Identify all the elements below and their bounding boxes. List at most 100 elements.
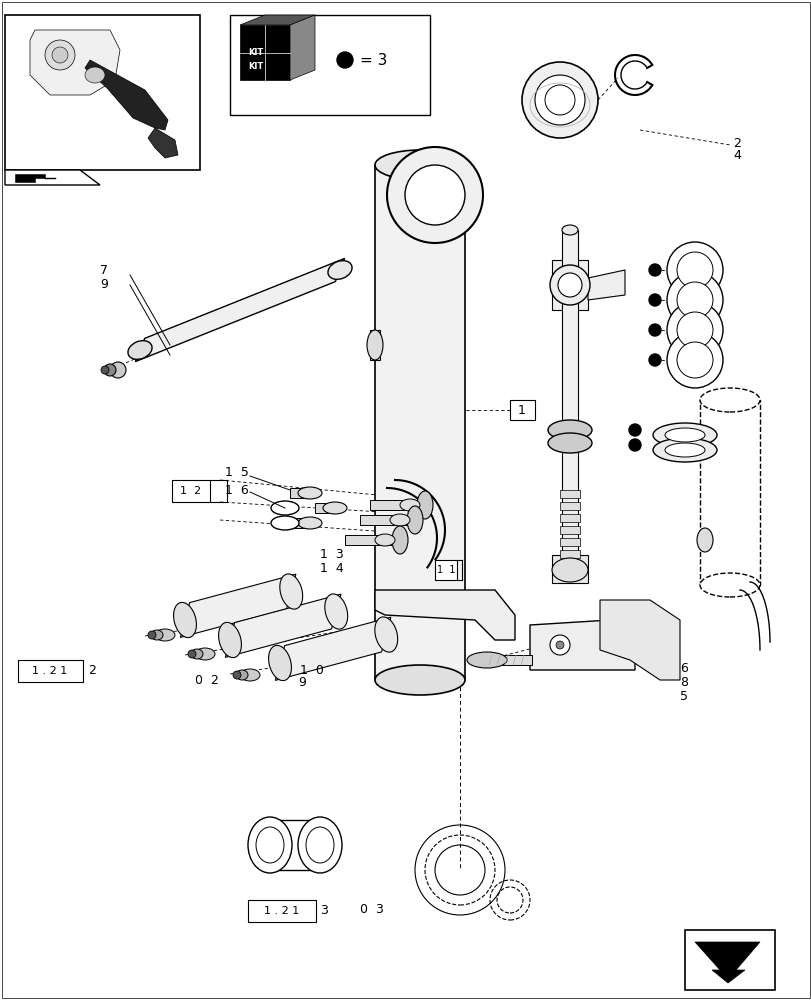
Bar: [18, 660, 83, 682]
Circle shape: [45, 40, 75, 70]
Ellipse shape: [280, 574, 303, 609]
Circle shape: [148, 631, 156, 639]
Text: 9: 9: [298, 676, 306, 690]
Text: 5: 5: [679, 690, 687, 702]
Bar: [560, 502, 579, 510]
Ellipse shape: [664, 428, 704, 442]
Ellipse shape: [666, 302, 722, 358]
Bar: [699, 400, 759, 585]
Ellipse shape: [406, 506, 423, 534]
Circle shape: [648, 354, 660, 366]
Polygon shape: [530, 620, 634, 670]
Bar: [230, 15, 430, 115]
Ellipse shape: [392, 526, 407, 554]
Text: 1 . 2 1: 1 . 2 1: [32, 666, 67, 676]
Ellipse shape: [544, 85, 574, 115]
Ellipse shape: [306, 827, 333, 863]
Text: 7: 7: [100, 263, 108, 276]
Polygon shape: [270, 820, 320, 870]
Circle shape: [648, 264, 660, 276]
Ellipse shape: [551, 558, 587, 582]
Text: 1  3: 1 3: [320, 548, 343, 562]
Bar: [487, 655, 531, 665]
Text: 8: 8: [679, 676, 687, 688]
Polygon shape: [180, 574, 295, 637]
Ellipse shape: [652, 423, 716, 447]
Ellipse shape: [255, 827, 284, 863]
Circle shape: [556, 641, 564, 649]
Text: 4: 4: [732, 149, 740, 162]
Ellipse shape: [375, 617, 397, 652]
Bar: [551, 555, 587, 583]
Ellipse shape: [240, 669, 260, 681]
Text: 3: 3: [320, 904, 328, 917]
Bar: [684, 930, 774, 990]
Text: 6: 6: [679, 662, 687, 674]
Ellipse shape: [547, 433, 591, 453]
Ellipse shape: [561, 225, 577, 235]
Ellipse shape: [400, 499, 419, 511]
Polygon shape: [375, 590, 514, 640]
Bar: [560, 514, 579, 522]
Polygon shape: [225, 594, 341, 657]
Text: 1  0: 1 0: [299, 664, 324, 676]
Ellipse shape: [151, 630, 163, 640]
Ellipse shape: [298, 487, 322, 499]
Ellipse shape: [387, 147, 483, 243]
Ellipse shape: [268, 645, 291, 681]
Bar: [560, 526, 579, 534]
Circle shape: [52, 47, 68, 63]
Bar: [172, 480, 210, 502]
Ellipse shape: [128, 341, 152, 359]
Circle shape: [648, 324, 660, 336]
Ellipse shape: [534, 75, 584, 125]
Bar: [315, 503, 335, 513]
Polygon shape: [599, 600, 679, 680]
Circle shape: [101, 366, 109, 374]
Ellipse shape: [218, 622, 241, 658]
Ellipse shape: [195, 648, 215, 660]
Bar: [290, 488, 310, 498]
Ellipse shape: [104, 364, 116, 376]
Polygon shape: [135, 258, 344, 362]
Bar: [370, 500, 424, 510]
Text: 1: 1: [517, 403, 526, 416]
Circle shape: [549, 635, 569, 655]
Bar: [375, 165, 465, 680]
Ellipse shape: [236, 670, 247, 680]
Text: 9: 9: [100, 278, 108, 292]
Ellipse shape: [155, 629, 175, 641]
Ellipse shape: [298, 517, 322, 529]
Ellipse shape: [666, 332, 722, 388]
Ellipse shape: [676, 252, 712, 288]
Ellipse shape: [699, 388, 759, 412]
Ellipse shape: [271, 501, 298, 515]
Ellipse shape: [328, 261, 352, 279]
Ellipse shape: [417, 491, 432, 519]
Bar: [345, 535, 400, 545]
Bar: [560, 490, 579, 498]
Circle shape: [188, 650, 195, 658]
Bar: [359, 515, 414, 525]
Ellipse shape: [652, 438, 716, 462]
Ellipse shape: [174, 602, 196, 638]
Text: 1  5: 1 5: [225, 466, 248, 480]
Ellipse shape: [696, 528, 712, 552]
Bar: [560, 550, 579, 558]
Ellipse shape: [466, 652, 506, 668]
Ellipse shape: [676, 312, 712, 348]
Text: 0  2: 0 2: [195, 674, 219, 686]
Ellipse shape: [375, 534, 394, 546]
Ellipse shape: [547, 420, 591, 440]
Bar: [560, 538, 579, 546]
Polygon shape: [30, 30, 120, 95]
Polygon shape: [240, 15, 315, 25]
Polygon shape: [370, 330, 380, 360]
Ellipse shape: [699, 573, 759, 597]
Polygon shape: [5, 170, 100, 185]
Text: 0  3: 0 3: [359, 903, 384, 916]
Text: 1  1: 1 1: [436, 565, 455, 575]
Circle shape: [629, 424, 640, 436]
Polygon shape: [148, 128, 178, 158]
Ellipse shape: [375, 150, 465, 180]
